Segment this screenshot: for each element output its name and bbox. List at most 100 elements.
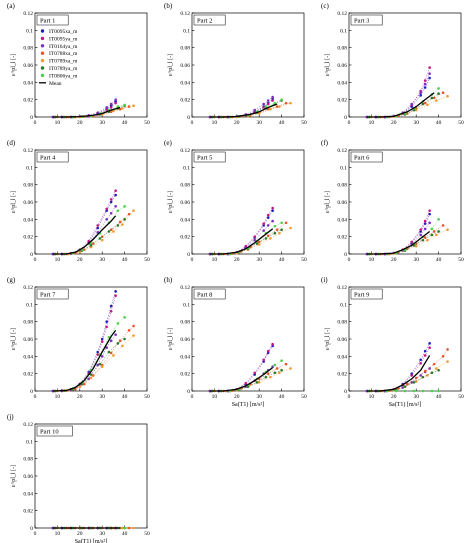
y-tick-label: 0.04: [23, 354, 33, 360]
data-point: [423, 82, 427, 86]
data-point: [426, 238, 429, 242]
data-point: [127, 212, 131, 216]
x-tick-label: 30: [99, 257, 105, 263]
data-point: [114, 193, 117, 197]
data-point: [421, 389, 425, 393]
data-point: [96, 111, 100, 114]
data-point: [96, 363, 100, 367]
data-point: [275, 228, 279, 232]
y-tick-label: 0.1: [183, 28, 190, 34]
y-tick-label: 0.06: [180, 200, 190, 206]
data-point: [96, 224, 100, 227]
y-tick-label: 0: [30, 252, 33, 258]
plot-frame: [34, 149, 148, 255]
y-tick-label: 0.1: [183, 165, 190, 171]
data-point: [278, 231, 281, 235]
legend-label: IT0095xa_m: [49, 29, 78, 35]
data-point: [280, 368, 283, 372]
y-tick-label: 0.02: [180, 235, 190, 241]
data-point: [289, 101, 292, 105]
data-point: [280, 359, 283, 362]
data-point: [105, 108, 108, 112]
data-point: [96, 226, 100, 230]
data-point: [114, 290, 117, 293]
y-tick-label: 0.04: [337, 354, 347, 360]
plot-frame: [348, 286, 462, 392]
data-point: [280, 228, 283, 232]
series-line-it0788xa_m: [55, 325, 134, 392]
y-tick-label: 0.02: [23, 98, 33, 104]
y-tick-label: 0.1: [26, 302, 33, 308]
data-point: [403, 385, 407, 388]
x-tick-label: 40: [436, 257, 442, 263]
data-point: [435, 367, 438, 370]
data-point: [118, 220, 122, 224]
data-point: [114, 294, 117, 297]
data-point: [105, 218, 108, 221]
x-tick-label: 20: [391, 394, 397, 400]
data-point: [428, 221, 431, 225]
data-point: [132, 334, 135, 337]
data-point: [89, 376, 93, 380]
data-point: [441, 355, 445, 358]
panel-title: Part 4: [40, 155, 56, 162]
x-tick-label: 40: [436, 394, 442, 400]
y-tick-label: 0: [344, 389, 347, 395]
y-axis-label: ε^pl_l [-]: [11, 328, 17, 350]
x-tick-label: 50: [301, 120, 307, 126]
data-point: [123, 316, 126, 319]
data-point: [100, 238, 104, 242]
x-tick-label: 0: [348, 257, 351, 263]
data-point: [280, 221, 283, 225]
x-tick-label: 0: [34, 120, 37, 126]
series-line-mean: [366, 355, 431, 392]
data-point: [114, 189, 117, 193]
data-point: [271, 95, 274, 99]
panel-title-box: [193, 14, 226, 26]
data-point: [271, 99, 274, 102]
panel-letter: (j): [7, 413, 14, 421]
y-axis-label: ε^pl_l [-]: [325, 328, 331, 350]
y-tick-label: 0.08: [180, 183, 190, 189]
data-point: [114, 101, 117, 105]
x-tick-label: 50: [458, 257, 464, 263]
panel-letter: (g): [7, 276, 16, 284]
x-tick-label: 20: [391, 257, 397, 263]
data-point: [123, 526, 126, 530]
x-tick-label: 10: [212, 394, 218, 400]
data-point: [419, 233, 422, 237]
y-tick-label: 0.02: [23, 509, 33, 515]
y-tick-label: 0: [30, 389, 33, 395]
data-point: [423, 222, 427, 225]
data-point: [430, 96, 434, 100]
y-tick-label: 0.08: [23, 320, 33, 326]
y-axis-label: ε^pl_l [-]: [168, 191, 174, 213]
panel-letter: (d): [7, 139, 16, 147]
legend-label: IT0164ya_m: [49, 44, 78, 50]
plot-frame: [191, 12, 305, 118]
y-tick-label: 0.04: [180, 354, 190, 360]
x-tick-label: 20: [77, 394, 83, 400]
panel-title: Part 2: [197, 18, 212, 25]
data-point: [132, 324, 135, 328]
panel-title: Part 3: [354, 18, 369, 25]
x-tick-label: 0: [348, 394, 351, 400]
series-line-it0095xa_m: [209, 345, 273, 392]
data-point: [116, 209, 120, 212]
legend-label: IT0806ya_m: [49, 73, 78, 79]
y-tick-label: 0.12: [180, 148, 190, 154]
series-line-it0789ya_m: [212, 369, 282, 392]
panel-letter: (b): [164, 2, 173, 10]
data-point: [428, 342, 431, 345]
data-point: [403, 389, 407, 393]
y-tick-label: 0.06: [23, 200, 33, 206]
data-point: [109, 106, 113, 109]
x-tick-label: 40: [122, 531, 128, 537]
y-tick-label: 0.1: [26, 28, 33, 34]
y-tick-label: 0: [187, 115, 190, 121]
legend-swatch: [40, 51, 45, 55]
data-point: [435, 99, 438, 102]
data-point: [123, 337, 126, 341]
series-line-it0789xa_m: [57, 210, 134, 255]
